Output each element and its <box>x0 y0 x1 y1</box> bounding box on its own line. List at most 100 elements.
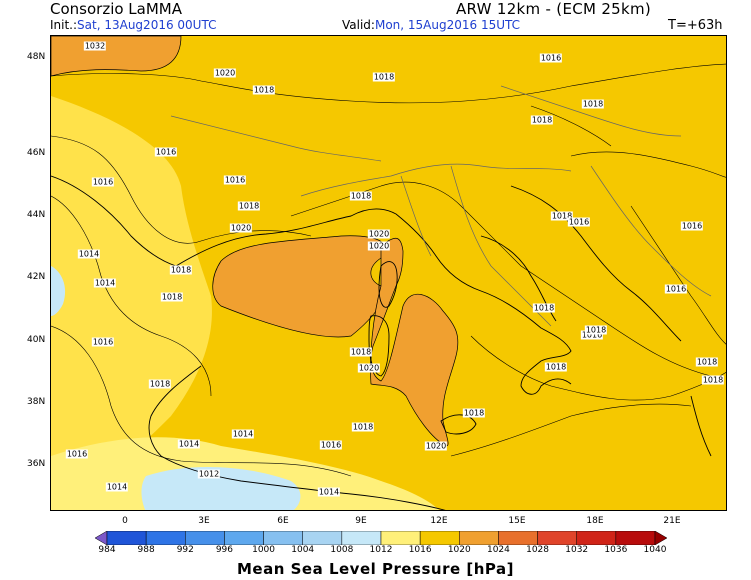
colorbar-bin <box>419 531 460 545</box>
lon-label: 21E <box>663 516 681 526</box>
isobar-label: 1016 <box>91 177 115 187</box>
pressure-map: 1032 1020 1018 1016 1018 1018 1018 1016 1016 1016… <box>50 35 727 511</box>
isobar-label: 1018 <box>349 347 373 357</box>
colorbar-level: 1008 <box>330 545 354 555</box>
lat-label: 42N <box>27 272 46 282</box>
colorbar-level: 1024 <box>486 545 510 555</box>
isobar-label: 1018 <box>148 379 172 389</box>
lat-label: 48N <box>27 52 46 62</box>
colorbar-bin <box>459 531 499 545</box>
isobar-label: 1012 <box>197 469 221 479</box>
colorbar-level: 1020 <box>447 545 471 555</box>
valid-label: Valid: <box>342 18 375 32</box>
isobar-label: 1018 <box>160 292 184 302</box>
isobar-label: 1018 <box>695 357 719 367</box>
isobar-label: 1020 <box>229 223 253 233</box>
init-value: Sat, 13Aug2016 00UTC <box>77 18 217 32</box>
isobar-label: 1018 <box>462 408 486 418</box>
isobar-label: 1016 <box>223 175 247 185</box>
isobar-label: 1032 <box>83 41 107 51</box>
model-title: ARW 12km - (ECM 25km) <box>456 0 652 18</box>
colorbar <box>95 531 667 545</box>
colorbar-level: 1028 <box>526 545 550 555</box>
isobar-label: 1016 <box>65 449 89 459</box>
lat-label: 44N <box>27 210 46 220</box>
lon-label: 6E <box>277 516 289 526</box>
isobar-label: 1020 <box>357 363 381 373</box>
lon-label: 12E <box>430 516 448 526</box>
lon-label: 9E <box>355 516 367 526</box>
colorbar-level: 1012 <box>369 545 393 555</box>
isobar-label: 1018 <box>584 325 608 335</box>
colorbar-level: 984 <box>98 545 116 555</box>
colorbar-level: 992 <box>176 545 194 555</box>
init-label: Init.: <box>50 18 78 32</box>
colorbar-level: 996 <box>215 545 234 555</box>
colorbar-level: 1000 <box>252 545 276 555</box>
lat-label: 40N <box>27 335 46 345</box>
isobar-label: 1020 <box>213 68 237 78</box>
colorbar-level: 1004 <box>291 545 315 555</box>
isobar-label: 1016 <box>664 284 688 294</box>
colorbar-title: Mean Sea Level Pressure [hPa] <box>237 560 514 578</box>
colorbar-level: 1040 <box>643 545 667 555</box>
colorbar-bin <box>498 531 538 545</box>
colorbar-bin <box>341 531 382 545</box>
isobar-label: 1016 <box>580 330 604 340</box>
isobar-label: 1016 <box>319 440 343 450</box>
isobar-label: 1016 <box>567 217 591 227</box>
lat-label: 36N <box>27 459 46 469</box>
colorbar-bin <box>106 531 147 545</box>
map-canvas <box>51 36 726 510</box>
field-1012-south <box>141 466 301 510</box>
isobar-label: 1020 <box>367 229 391 239</box>
isobar-label: 1014 <box>177 439 201 449</box>
isobar-label: 1020 <box>367 241 391 251</box>
high-central-med <box>370 238 459 447</box>
isobar-label: 1018 <box>532 303 556 313</box>
isobar-label: 1016 <box>154 147 178 157</box>
colorbar-bin <box>185 531 225 545</box>
isobar-label: 1014 <box>231 429 255 439</box>
isobar-label: 1016 <box>91 337 115 347</box>
valid-value: Mon, 15Aug2016 15UTC <box>374 18 521 32</box>
high-northwest <box>51 36 182 77</box>
colorbar-level: 1036 <box>604 545 628 555</box>
isobar-label: 1014 <box>93 278 117 288</box>
lon-label: 0 <box>122 516 128 526</box>
isobar-label: 1018 <box>351 422 375 432</box>
isobar-label: 1020 <box>424 441 448 451</box>
field-1016-west <box>51 96 212 486</box>
lon-label: 18E <box>586 516 604 526</box>
isobar-label: 1016 <box>680 221 704 231</box>
lead-time: T=+63h <box>668 18 723 33</box>
isobar-label: 1014 <box>317 487 341 497</box>
colorbar-bin <box>537 531 577 545</box>
colorbar-bin <box>224 531 264 545</box>
lat-label: 38N <box>27 397 46 407</box>
init-time: Init.:Sat, 13Aug2016 00UTC <box>50 18 216 32</box>
colorbar-high-triangle <box>654 531 667 545</box>
colorbar-low-triangle <box>95 531 108 545</box>
colorbar-bin <box>615 531 656 545</box>
isobar-label: 1018 <box>701 375 725 385</box>
lon-label: 15E <box>508 516 526 526</box>
isobar-label: 1018 <box>237 201 261 211</box>
isobar-label: 1018 <box>544 362 568 372</box>
isobars <box>51 63 726 477</box>
isobar-label: 1018 <box>550 211 574 221</box>
isobar-label: 1018 <box>169 265 193 275</box>
field-1012-west <box>51 266 66 316</box>
colorbar-level: 988 <box>137 545 155 555</box>
colorbar-bin <box>576 531 617 545</box>
isobar-label: 1018 <box>372 72 396 82</box>
isobar-label: 1018 <box>581 99 605 109</box>
isobar-label: 1018 <box>252 85 276 95</box>
colorbar-level: 1016 <box>408 545 432 555</box>
valid-time: Valid:Mon, 15Aug2016 15UTC <box>342 18 520 32</box>
colorbar-bin <box>380 531 421 545</box>
colorbar-bin <box>263 531 303 545</box>
colorbar-bin <box>145 531 186 545</box>
lon-label: 3E <box>198 516 210 526</box>
lat-label: 46N <box>27 148 46 158</box>
